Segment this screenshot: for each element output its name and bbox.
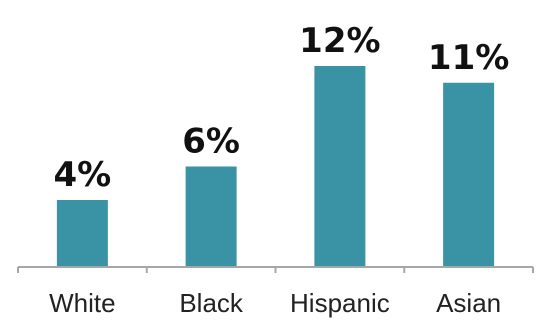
tick-label-black: Black <box>179 288 244 318</box>
data-label-white: 4% <box>54 155 112 195</box>
tick-label-white: White <box>49 288 115 318</box>
x-axis <box>17 266 534 273</box>
value-labels-group: 4% 6% 12% 11% <box>54 21 510 195</box>
bars-group <box>56 66 495 267</box>
tick-labels-group: White Black Hispanic Asian <box>49 288 501 318</box>
bar-white <box>56 200 108 267</box>
bar-black <box>185 166 237 267</box>
tick-label-asian: Asian <box>436 288 501 318</box>
tick-label-hispanic: Hispanic <box>290 288 390 318</box>
bar-hispanic <box>314 66 366 267</box>
data-label-hispanic: 12% <box>299 21 380 61</box>
bar-asian <box>443 82 495 267</box>
data-label-black: 6% <box>182 122 240 162</box>
data-label-asian: 11% <box>428 38 509 78</box>
